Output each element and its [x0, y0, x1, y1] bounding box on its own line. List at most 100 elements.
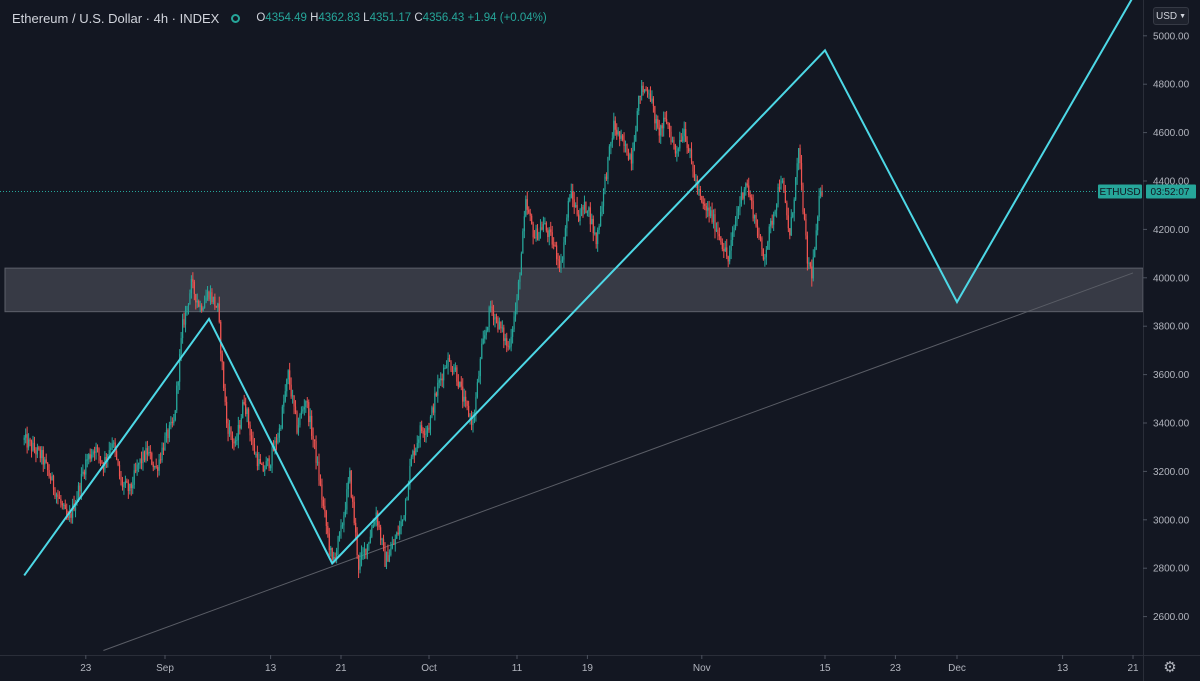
- candle-body: [419, 425, 421, 440]
- candle-body: [66, 509, 68, 517]
- plot-area: [0, 0, 1143, 651]
- candle-body: [105, 457, 107, 461]
- candle-body: [718, 233, 720, 237]
- candle-body: [146, 448, 148, 455]
- candle-body: [594, 232, 596, 234]
- candle-body: [682, 136, 684, 142]
- candle-body: [536, 228, 539, 240]
- candle-body: [778, 187, 781, 189]
- candle-body: [299, 415, 301, 426]
- candle-body: [448, 357, 451, 362]
- candle-body: [239, 425, 241, 429]
- candle-body: [715, 229, 718, 232]
- candle-body: [447, 357, 449, 367]
- candle-body: [340, 525, 342, 533]
- candle-body: [642, 85, 644, 92]
- candle-body: [303, 407, 305, 410]
- candle-body: [617, 131, 619, 135]
- candle-body: [138, 463, 140, 465]
- candle-body: [597, 229, 599, 245]
- candle-body: [553, 244, 555, 246]
- candle-body: [627, 155, 630, 160]
- candle-body: [168, 425, 170, 439]
- candle-body: [520, 253, 522, 276]
- candle-body: [96, 447, 99, 449]
- gear-icon[interactable]: ⚙: [1163, 659, 1177, 676]
- candle-body: [79, 485, 81, 492]
- candle-body: [281, 406, 283, 428]
- candle-body: [250, 435, 253, 440]
- candle-body: [214, 296, 216, 307]
- candle-body: [475, 397, 477, 414]
- candle-body: [751, 197, 753, 201]
- candle-body: [58, 497, 60, 499]
- candle-body: [717, 229, 719, 234]
- candle-body: [26, 434, 28, 448]
- candle-body: [561, 259, 564, 262]
- candle-body: [324, 505, 326, 512]
- candle-body: [545, 223, 547, 231]
- candle-body: [468, 405, 470, 417]
- candle-body: [544, 223, 546, 225]
- candle-body: [456, 367, 458, 382]
- candle-body: [739, 203, 741, 209]
- candle-body: [699, 189, 701, 196]
- candle-body: [416, 442, 418, 449]
- candle-body: [484, 335, 486, 339]
- candle-body: [734, 221, 737, 229]
- candle-body: [729, 250, 731, 262]
- candle-body: [290, 384, 292, 397]
- chart-legend: Ethereum / U.S. Dollar · 4h · INDEX O435…: [12, 9, 547, 27]
- candle-body: [438, 380, 440, 383]
- symbol-title[interactable]: Ethereum / U.S. Dollar · 4h · INDEX: [12, 10, 220, 26]
- candle-body: [792, 213, 794, 218]
- candle-body: [708, 207, 710, 217]
- candle-body: [657, 119, 659, 128]
- candle-body: [255, 453, 257, 455]
- candle-body: [490, 306, 492, 308]
- candle-body: [689, 149, 691, 152]
- candle-body: [523, 216, 525, 232]
- candle-body: [48, 470, 50, 477]
- candle-body: [126, 480, 128, 483]
- price-tick-label: 3200.00: [1153, 467, 1190, 478]
- candle-body: [695, 179, 697, 181]
- candle-body: [701, 195, 703, 203]
- candle-body: [344, 509, 346, 516]
- candle-body: [415, 448, 417, 456]
- candle-body: [610, 142, 612, 147]
- candle-body: [403, 515, 405, 520]
- candle-body: [624, 143, 627, 146]
- candle-body: [774, 210, 776, 215]
- candle-body: [538, 232, 540, 240]
- candle-body: [240, 417, 242, 429]
- candle-body: [347, 481, 349, 490]
- candle-body: [360, 552, 363, 559]
- time-tick-label: Dec: [948, 663, 966, 674]
- currency-label: USD: [1155, 10, 1178, 22]
- time-tick-label: Nov: [693, 663, 711, 674]
- candle-body: [205, 297, 207, 303]
- candle-body: [413, 451, 415, 456]
- candle-body: [363, 548, 366, 552]
- candle-body: [170, 421, 172, 426]
- candle-body: [164, 435, 166, 451]
- candle-body: [243, 401, 245, 404]
- candle-body: [406, 496, 408, 501]
- candle-body: [426, 427, 429, 431]
- candle-body: [39, 449, 41, 459]
- candle-body: [626, 143, 628, 156]
- currency-button[interactable]: USD ▼: [1153, 7, 1189, 25]
- candle-body: [145, 448, 147, 461]
- candle-body: [736, 211, 738, 222]
- time-tick-label: 23: [80, 663, 92, 674]
- candle-body: [696, 179, 698, 190]
- candle-body: [184, 310, 187, 325]
- candle-body: [133, 470, 135, 485]
- candle-body: [494, 317, 496, 320]
- candle-body: [261, 463, 263, 466]
- candle-body: [80, 473, 82, 492]
- candle-body: [796, 163, 798, 178]
- candle-body: [199, 305, 201, 307]
